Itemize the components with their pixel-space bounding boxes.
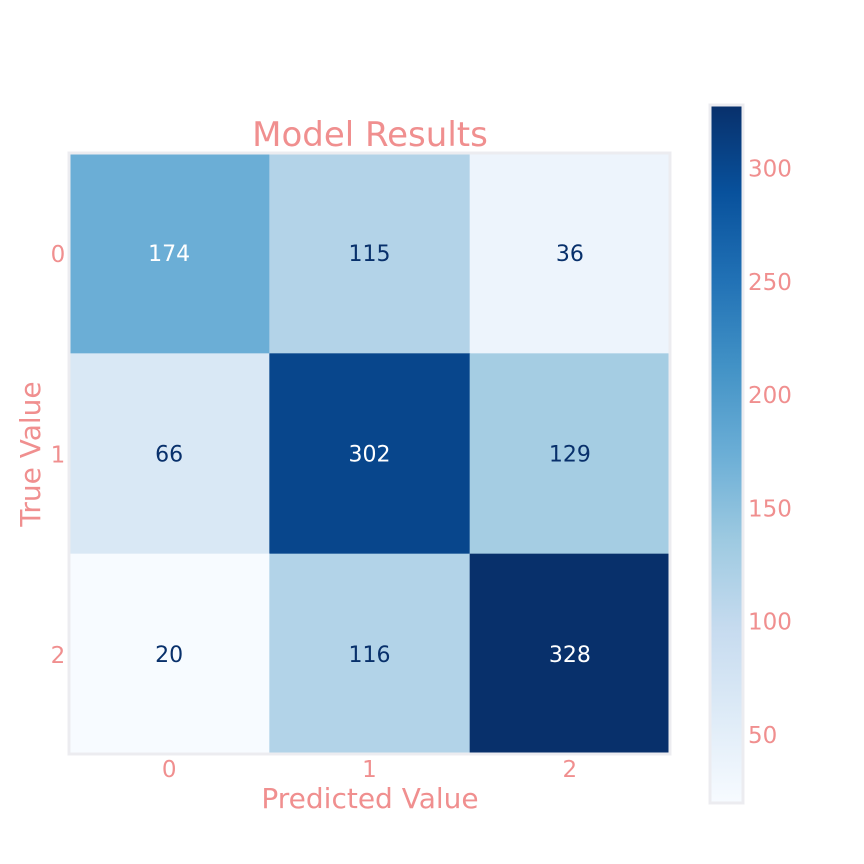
- heatmap-cell: [469, 353, 671, 555]
- heatmap-cell: [469, 153, 671, 354]
- heatmap-cell: [69, 553, 270, 755]
- plot-frame: [67, 151, 672, 756]
- colorbar: [708, 103, 745, 805]
- colorbar-tick-label: 50: [748, 723, 777, 749]
- x-tick-label: 0: [162, 757, 177, 783]
- colorbar-tick-label: 150: [748, 496, 792, 522]
- x-tick-label: 2: [563, 757, 578, 783]
- chart-title: Model Results: [252, 115, 488, 155]
- x-tick-label: 1: [362, 757, 377, 783]
- heatmap-cell: [269, 353, 471, 555]
- colorbar-tick-label: 250: [748, 270, 792, 296]
- x-axis-label: Predicted Value: [261, 782, 478, 815]
- y-axis-label: True Value: [14, 381, 47, 527]
- heatmap-cell: [269, 153, 471, 354]
- heatmap-cell: [69, 353, 270, 555]
- heatmap-cell: [69, 153, 270, 354]
- y-tick-labels: 0 1 2: [51, 242, 66, 669]
- y-tick-label: 2: [51, 643, 66, 669]
- cell-value-label: 115: [349, 242, 391, 267]
- cell-value-label: 328: [549, 643, 591, 668]
- y-tick-label: 0: [51, 242, 66, 268]
- colorbar-tick-label: 300: [748, 156, 792, 182]
- y-tick-label: 1: [51, 443, 66, 469]
- cell-value-label: 116: [349, 643, 391, 668]
- cell-value-label: 20: [155, 643, 183, 668]
- cell-value-label: 129: [549, 443, 591, 468]
- heatmap-cells: 174 115 36 66 302 129 20 116 328: [69, 153, 671, 755]
- heatmap-cell: [469, 553, 671, 755]
- cell-value-label: 174: [148, 242, 190, 267]
- colorbar-tick-label: 100: [748, 610, 792, 636]
- cell-value-label: 66: [155, 443, 183, 468]
- x-tick-labels: 0 1 2: [162, 757, 577, 783]
- colorbar-tick-label: 200: [748, 383, 792, 409]
- heatmap-cell: [269, 553, 471, 755]
- cell-value-label: 302: [349, 443, 391, 468]
- colorbar-tick-labels: 50 100 150 200 250 300: [748, 156, 792, 749]
- cell-value-label: 36: [556, 242, 584, 267]
